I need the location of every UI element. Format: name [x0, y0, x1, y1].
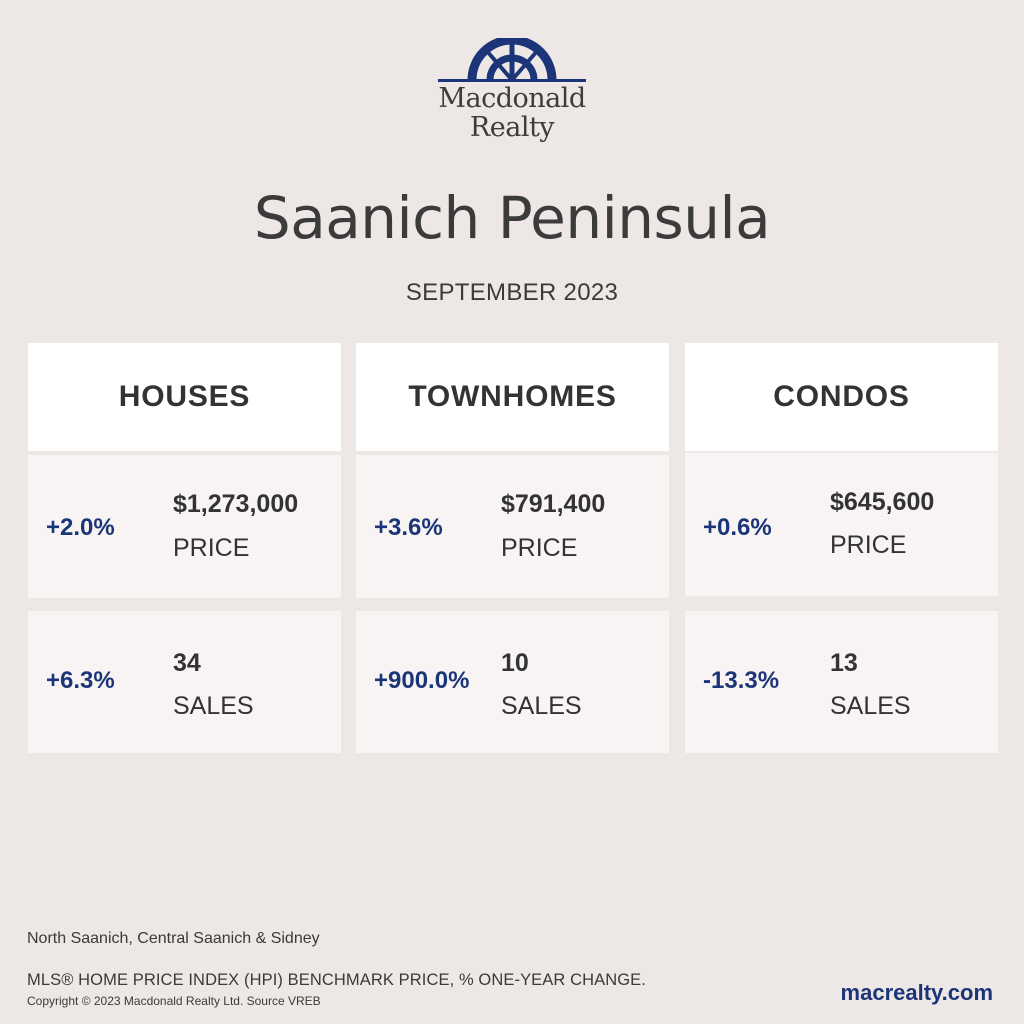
- hpi-disclaimer: MLS® HOME PRICE INDEX (HPI) BENCHMARK PR…: [27, 971, 646, 989]
- sales-change: +6.3%: [46, 667, 115, 694]
- column-heading: CONDOS: [685, 343, 998, 451]
- price-card: +0.6% $645,600 PRICE: [685, 453, 998, 596]
- price-value: $1,273,000: [173, 490, 299, 518]
- price-value: $645,600: [830, 488, 935, 516]
- sales-card: -13.3% 13 SALES: [685, 611, 998, 753]
- price-card: +3.6% $791,400 PRICE: [356, 455, 669, 598]
- condos-column: CONDOS +0.6% $645,600 PRICE -13.3% 13 SA…: [685, 343, 998, 753]
- column-heading: TOWNHOMES: [356, 343, 669, 451]
- logo-wordmark-line2: Realty: [469, 112, 555, 143]
- sales-card: +6.3% 34 SALES: [28, 611, 341, 753]
- sales-card: +900.0% 10 SALES: [356, 611, 669, 753]
- website-link[interactable]: macrealty.com: [840, 980, 993, 1005]
- price-label: PRICE: [830, 531, 907, 559]
- price-change: +3.6%: [374, 514, 443, 541]
- sales-value: 13: [830, 649, 858, 677]
- townhomes-column: TOWNHOMES +3.6% $791,400 PRICE +900.0% 1…: [356, 343, 669, 753]
- sales-value: 10: [501, 649, 529, 677]
- copyright-notice: Copyright © 2023 Macdonald Realty Ltd. S…: [27, 994, 321, 1008]
- logo-wordmark-line1: Macdonald: [438, 83, 586, 114]
- sales-value: 34: [173, 649, 201, 677]
- company-logo: Macdonald Realty: [412, 38, 612, 156]
- price-label: PRICE: [501, 534, 578, 562]
- sales-label: SALES: [173, 692, 254, 720]
- sales-label: SALES: [501, 692, 582, 720]
- price-value: $791,400: [501, 490, 606, 518]
- report-period: SEPTEMBER 2023: [405, 279, 619, 306]
- price-label: PRICE: [173, 534, 250, 562]
- area-note: North Saanich, Central Saanich & Sidney: [27, 930, 320, 947]
- houses-column: HOUSES +2.0% $1,273,000 PRICE +6.3% 34 S…: [28, 343, 341, 753]
- column-heading: HOUSES: [28, 343, 341, 451]
- page-title: Saanich Peninsula: [253, 184, 771, 252]
- sales-change: -13.3%: [703, 667, 780, 694]
- price-change: +2.0%: [46, 514, 115, 541]
- sales-change: +900.0%: [374, 667, 470, 694]
- price-card: +2.0% $1,273,000 PRICE: [28, 455, 341, 598]
- sales-label: SALES: [830, 692, 911, 720]
- price-change: +0.6%: [703, 514, 772, 541]
- sunrise-emblem-icon: [438, 38, 586, 82]
